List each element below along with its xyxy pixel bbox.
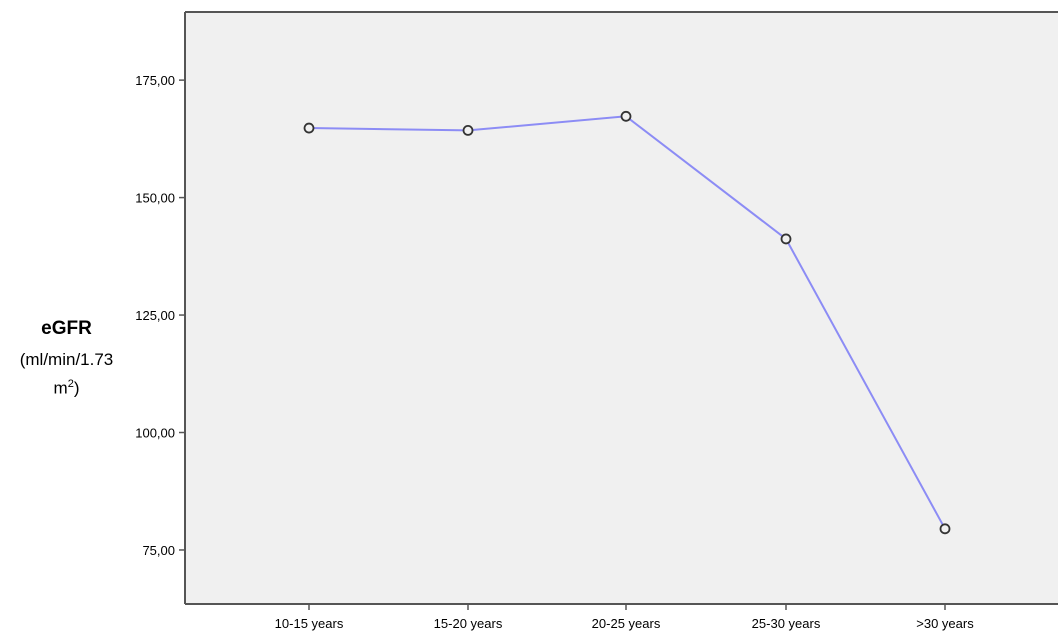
data-point: [303, 122, 315, 134]
y-tick-label: 100,00: [135, 426, 175, 441]
x-axis: 10-15 years 15-20 years 20-25 years 25-30 y…: [185, 11, 1058, 631]
x-tick-label: 10-15 years: [275, 616, 344, 631]
y-axis-title: eGFR: [41, 318, 92, 339]
y-axis-unit-line2: m2): [0, 372, 133, 401]
y-axis-unit-base: m: [53, 378, 68, 398]
y-axis-unit-line1: (ml/min/1.73: [19, 350, 114, 369]
x-tick-label: 15-20 years: [434, 616, 503, 631]
y-axis-unit-sup: 2: [67, 378, 74, 390]
data-point: [939, 523, 951, 535]
x-tick-label: 25-30 years: [752, 616, 821, 631]
y-tick-label: 125,00: [135, 308, 175, 323]
x-tick-label: 20-25 years: [592, 616, 661, 631]
y-tick-label: 75,00: [142, 543, 175, 558]
series-egfr: [303, 110, 951, 535]
x-tick-label: >30 years: [916, 616, 974, 631]
y-axis-unit-end: ): [73, 378, 80, 398]
data-point: [620, 110, 632, 122]
y-tick-label: 150,00: [135, 191, 175, 206]
plot-area: [185, 12, 1058, 604]
y-axis: 75,00 100,00 125,00 150,00 175,00: [135, 12, 186, 604]
data-point: [462, 124, 474, 136]
y-axis-unit: (ml/min/1.73 m2): [0, 348, 133, 401]
data-point: [780, 233, 792, 245]
y-tick-label: 175,00: [135, 73, 175, 88]
